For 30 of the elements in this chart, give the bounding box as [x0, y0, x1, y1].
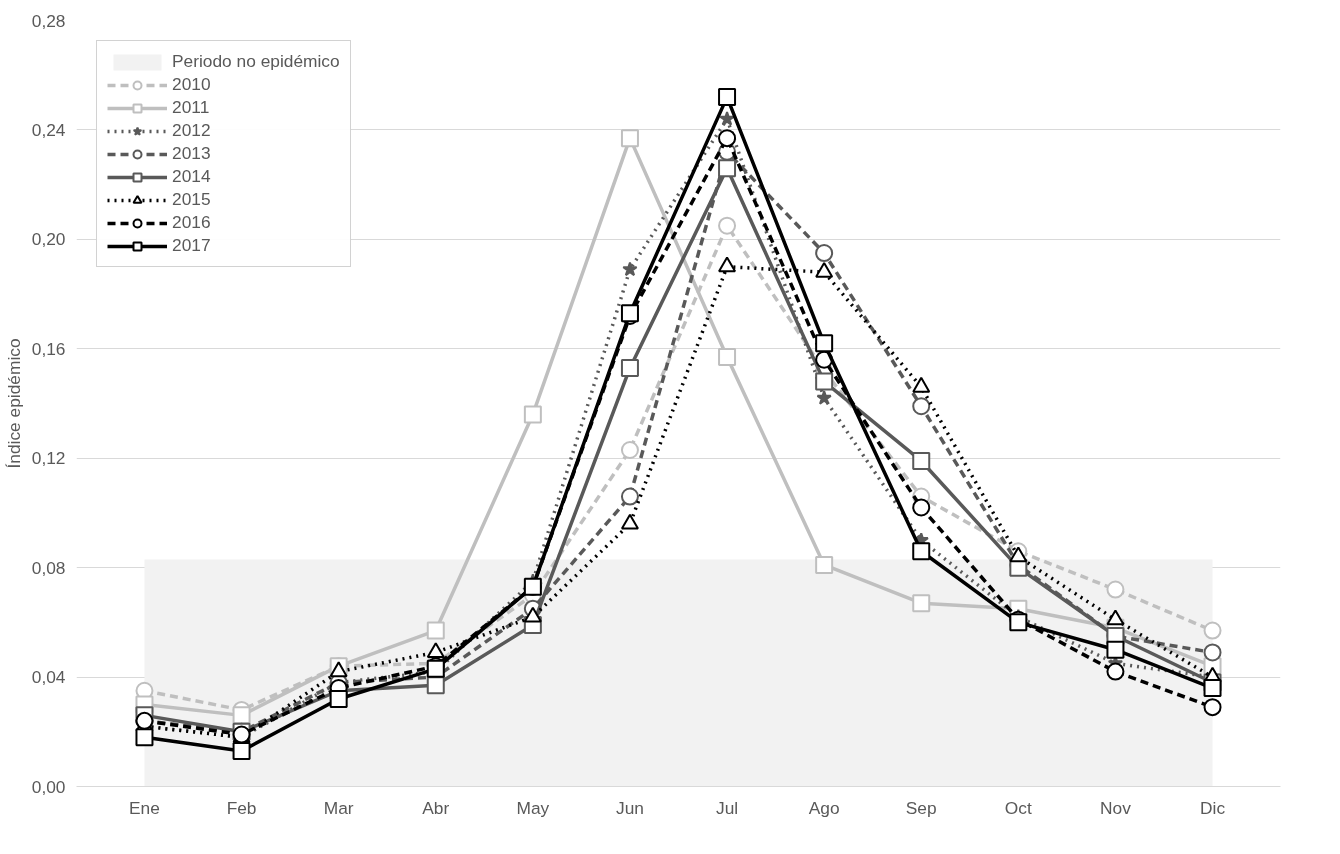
x-tick-label: Sep: [905, 797, 937, 818]
x-tick-label: Jun: [615, 797, 644, 818]
legend-label: 2016: [172, 212, 211, 233]
x-tick-label: Jul: [715, 797, 739, 818]
x-tick-label: Mar: [323, 797, 354, 818]
x-tick-label: Abr: [422, 797, 450, 818]
x-tick-label: Ene: [129, 797, 160, 818]
x-tick-label: Oct: [1004, 797, 1032, 818]
legend-label: 2017: [172, 235, 211, 256]
x-tick-label: Ago: [808, 797, 840, 818]
legend-label: 2010: [172, 74, 211, 95]
y-tick-label: 0,08: [31, 557, 66, 578]
legend-label: 2014: [172, 166, 211, 187]
y-axis-title: Índice epidémico: [3, 338, 24, 469]
legend-label: Periodo no epidémico: [172, 51, 340, 72]
y-tick-label: 0,00: [31, 776, 66, 797]
x-tick-label: Nov: [1100, 797, 1132, 818]
x-tick-label: Dic: [1200, 797, 1226, 818]
y-tick-label: 0,04: [31, 667, 66, 688]
legend-label: 2012: [172, 120, 211, 141]
y-tick-label: 0,28: [31, 10, 66, 31]
y-tick-label: 0,20: [31, 229, 66, 250]
y-tick-label: 0,16: [31, 338, 66, 359]
legend-label: 2013: [172, 143, 211, 164]
y-tick-label: 0,12: [31, 448, 66, 469]
x-tick-label: May: [516, 797, 550, 818]
legend-label: 2011: [172, 97, 210, 118]
y-tick-label: 0,24: [31, 119, 66, 140]
legend-label: 2015: [172, 189, 211, 210]
x-tick-label: Feb: [226, 797, 257, 818]
